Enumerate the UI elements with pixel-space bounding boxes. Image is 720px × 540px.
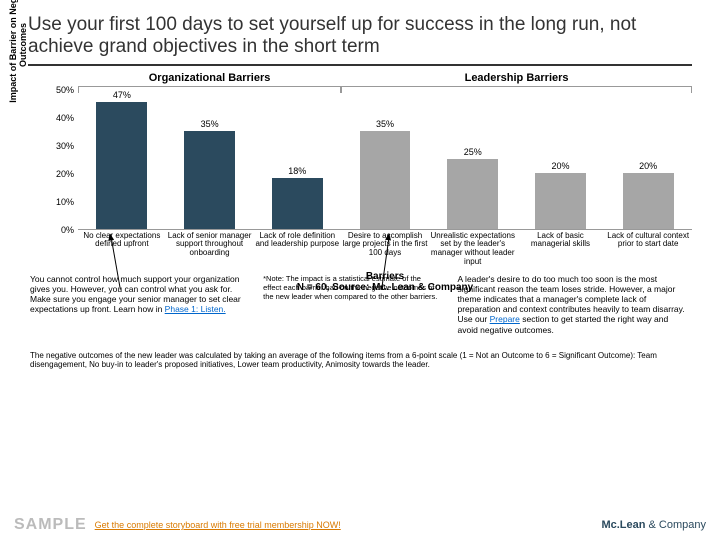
bar-value-label: 35% — [201, 119, 219, 129]
chart-plot: 47% 35% 18% 35% 25% 20% 20% — [78, 90, 692, 230]
footnote: The negative outcomes of the new leader … — [28, 351, 692, 370]
bar-column: 35% — [341, 90, 429, 229]
y-tick: 20% — [56, 169, 74, 179]
group-labels: Organizational BarriersLeadership Barrie… — [78, 72, 692, 84]
bar — [360, 131, 411, 229]
bar-column: 47% — [78, 90, 166, 229]
bar-column: 18% — [253, 90, 341, 229]
y-tick: 30% — [56, 141, 74, 151]
group-label: Organizational Barriers — [78, 72, 341, 84]
bar-value-label: 35% — [376, 119, 394, 129]
x-label: Lack of role definition and leadership p… — [253, 232, 341, 267]
group-label: Leadership Barriers — [341, 72, 692, 84]
bar-value-label: 18% — [288, 166, 306, 176]
bottom-bar: SAMPLE Get the complete storyboard with … — [0, 510, 720, 540]
x-label: Unrealistic expectations set by the lead… — [429, 232, 517, 267]
title-divider — [28, 64, 692, 66]
y-tick: 40% — [56, 113, 74, 123]
bar — [272, 178, 323, 228]
y-tick: 10% — [56, 197, 74, 207]
x-label: Lack of basic managerial skills — [517, 232, 605, 267]
bar-value-label: 25% — [464, 147, 482, 157]
bar-chart: Impact of Barrier on NegatiOutcomes 50%4… — [28, 86, 692, 256]
logo: Mc.Lean & Company — [601, 519, 706, 531]
slide-title: Use your first 100 days to set yourself … — [28, 14, 692, 58]
x-label: No clear expectations defined upfront — [78, 232, 166, 267]
bar-column: 20% — [604, 90, 692, 229]
x-axis-title: BarriersN = 60, Source: Mc. Lean & Compa… — [78, 271, 692, 293]
bar — [96, 102, 147, 229]
y-tick: 0% — [61, 225, 74, 235]
x-label: Lack of cultural context prior to start … — [604, 232, 692, 267]
bar — [535, 173, 586, 229]
phase1-link[interactable]: Phase 1: Listen. — [165, 304, 226, 314]
bar-column: 25% — [429, 90, 517, 229]
y-tick: 50% — [56, 85, 74, 95]
bar-value-label: 47% — [113, 90, 131, 100]
bar-value-label: 20% — [639, 161, 657, 171]
bar — [447, 159, 498, 229]
x-label: Lack of senior manager support throughou… — [166, 232, 254, 267]
bar — [623, 173, 674, 229]
y-axis-ticks: 50%40%30%20%10%0% — [42, 90, 78, 230]
bar — [184, 131, 235, 229]
bar-value-label: 20% — [551, 161, 569, 171]
bar-column: 35% — [166, 90, 254, 229]
y-axis-title: Impact of Barrier on NegatiOutcomes — [8, 0, 28, 125]
cta-link[interactable]: Get the complete storyboard with free tr… — [95, 520, 341, 530]
sample-watermark: SAMPLE — [14, 516, 87, 534]
prepare-link[interactable]: Prepare — [490, 314, 520, 324]
bar-column: 20% — [517, 90, 605, 229]
